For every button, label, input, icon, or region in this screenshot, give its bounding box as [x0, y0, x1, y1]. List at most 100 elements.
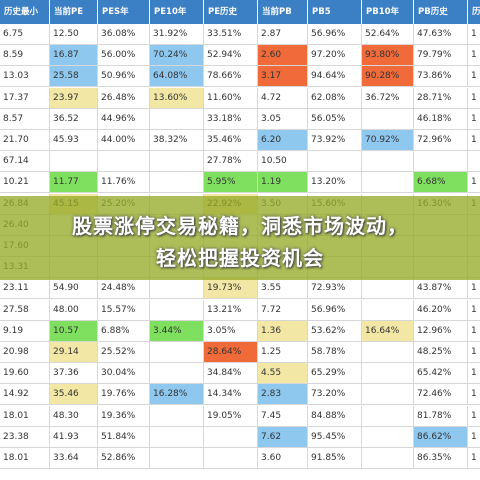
table-cell[interactable]: 81.78% — [414, 405, 468, 427]
table-cell[interactable]: 20.98 — [0, 342, 50, 363]
table-cell[interactable]: 67.14 — [0, 151, 50, 173]
table-cell[interactable] — [98, 151, 150, 173]
table-cell[interactable]: 1.36 — [258, 320, 308, 342]
table-cell[interactable]: 6.75 — [0, 24, 50, 45]
table-cell[interactable]: 56.96% — [308, 299, 362, 321]
table-cell[interactable]: 44.96% — [98, 108, 150, 130]
table-cell[interactable]: 65.42% — [414, 363, 468, 385]
table-cell[interactable]: 1 — [468, 45, 480, 67]
table-cell[interactable]: 93.80% — [362, 45, 414, 67]
column-header[interactable]: PE10年 — [150, 0, 204, 24]
table-cell[interactable]: 28.64% — [204, 342, 258, 363]
table-cell[interactable]: 10.21 — [0, 172, 50, 194]
table-cell[interactable]: 1 — [468, 130, 480, 151]
table-cell[interactable]: 36.08% — [98, 24, 150, 45]
table-cell[interactable] — [150, 278, 204, 300]
table-cell[interactable]: 1 — [468, 406, 480, 427]
table-cell[interactable]: 19.76% — [98, 384, 150, 406]
table-cell[interactable]: 48.25% — [414, 342, 468, 363]
table-cell[interactable]: 24.48% — [98, 278, 150, 300]
table-cell[interactable]: 72.46% — [414, 384, 468, 406]
table-cell[interactable]: 2.83 — [258, 384, 308, 406]
table-cell[interactable]: 70.92% — [362, 130, 414, 151]
table-cell[interactable]: 48.00 — [50, 299, 98, 321]
table-cell[interactable] — [150, 342, 204, 363]
table-cell[interactable] — [150, 299, 204, 321]
table-cell[interactable]: 4.55 — [258, 363, 308, 385]
table-cell[interactable]: 38.32% — [150, 130, 204, 151]
table-cell[interactable]: 12.96% — [414, 320, 468, 342]
table-cell[interactable]: 11.76% — [98, 172, 150, 194]
table-cell[interactable]: 86.35% — [414, 448, 468, 469]
table-cell[interactable]: 29.14 — [50, 342, 98, 363]
table-cell[interactable]: 43.87% — [414, 278, 468, 300]
table-cell[interactable]: 54.90 — [50, 278, 98, 300]
column-header[interactable]: PES年 — [98, 0, 150, 24]
column-header[interactable]: 当前PE — [50, 0, 98, 24]
table-cell[interactable] — [150, 151, 204, 173]
column-header[interactable]: PB5 — [308, 0, 362, 24]
table-cell[interactable]: 51.84% — [98, 426, 150, 448]
table-cell[interactable]: 36.52 — [50, 108, 98, 130]
table-cell[interactable] — [362, 108, 414, 130]
column-header[interactable]: 当前PB — [258, 0, 308, 24]
column-header[interactable]: PB10年 — [362, 0, 414, 24]
table-cell[interactable]: 25.58 — [50, 66, 98, 88]
table-cell[interactable]: 23.97 — [50, 87, 98, 109]
table-cell[interactable]: 3.17 — [258, 66, 308, 88]
column-header[interactable]: PB历史 — [414, 0, 468, 24]
table-cell[interactable] — [150, 363, 204, 385]
table-cell[interactable]: 64.08% — [150, 66, 204, 88]
table-cell[interactable]: 34.84% — [204, 363, 258, 385]
table-cell[interactable]: 15.57% — [98, 299, 150, 321]
table-cell[interactable]: 35.46 — [50, 384, 98, 406]
table-cell[interactable] — [468, 151, 480, 173]
table-cell[interactable]: 91.85% — [308, 448, 362, 469]
table-cell[interactable]: 7.62 — [258, 426, 308, 448]
table-cell[interactable] — [362, 405, 414, 427]
table-cell[interactable]: 19.73% — [204, 278, 258, 300]
table-cell[interactable]: 3.55 — [258, 278, 308, 300]
table-cell[interactable]: 97.20% — [308, 45, 362, 67]
table-cell[interactable]: 6.20 — [258, 130, 308, 151]
table-cell[interactable]: 46.20% — [414, 299, 468, 321]
table-cell[interactable]: 79.79% — [414, 45, 468, 67]
table-cell[interactable]: 14.34% — [204, 384, 258, 406]
table-cell[interactable]: 56.05% — [308, 108, 362, 130]
table-cell[interactable]: 72.96% — [414, 130, 468, 151]
table-cell[interactable] — [362, 278, 414, 300]
table-cell[interactable]: 3.44% — [150, 320, 204, 342]
column-header[interactable]: 历史最小 — [0, 0, 50, 24]
table-cell[interactable]: 46.18% — [414, 108, 468, 130]
table-cell[interactable]: 1.25 — [258, 342, 308, 363]
table-cell[interactable]: 65.29% — [308, 363, 362, 385]
table-cell[interactable]: 3.05% — [204, 320, 258, 342]
table-cell[interactable]: 90.28% — [362, 66, 414, 88]
table-cell[interactable]: 17.37 — [0, 87, 50, 109]
table-cell[interactable] — [204, 426, 258, 448]
table-cell[interactable]: 1 — [468, 427, 480, 448]
table-cell[interactable] — [414, 151, 468, 173]
table-cell[interactable]: 16.28% — [150, 384, 204, 406]
table-cell[interactable]: 52.64% — [362, 24, 414, 45]
table-cell[interactable]: 1 — [468, 448, 480, 469]
table-cell[interactable]: 95.45% — [308, 426, 362, 448]
table-cell[interactable]: 18.01 — [0, 405, 50, 427]
table-cell[interactable]: 41.93 — [50, 426, 98, 448]
table-cell[interactable]: 1 — [468, 66, 480, 88]
table-cell[interactable]: 13.03 — [0, 66, 50, 88]
table-cell[interactable]: 2.60 — [258, 45, 308, 67]
table-cell[interactable]: 3.60 — [258, 448, 308, 469]
table-cell[interactable]: 16.87 — [50, 45, 98, 67]
column-header[interactable]: 历 — [468, 0, 480, 24]
table-cell[interactable]: 52.86% — [98, 448, 150, 469]
table-cell[interactable] — [308, 151, 362, 173]
table-cell[interactable]: 1 — [468, 384, 480, 406]
table-cell[interactable]: 13.20% — [308, 172, 362, 194]
table-cell[interactable]: 58.78% — [308, 342, 362, 363]
table-cell[interactable] — [50, 151, 98, 173]
table-cell[interactable]: 1 — [468, 109, 480, 130]
table-cell[interactable]: 30.04% — [98, 363, 150, 385]
table-cell[interactable]: 73.86% — [414, 66, 468, 88]
table-cell[interactable]: 11.60% — [204, 87, 258, 109]
